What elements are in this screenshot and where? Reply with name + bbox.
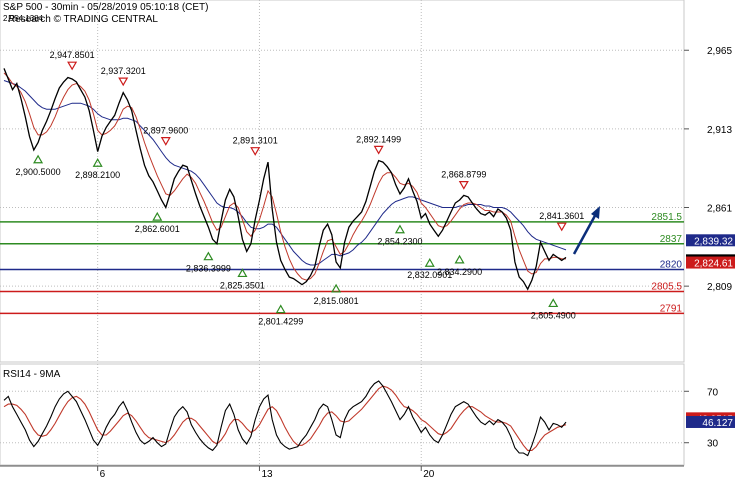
slow-ma-line bbox=[3, 80, 567, 266]
rsi-value-tag bbox=[686, 415, 735, 428]
x-tick-label: 6 bbox=[100, 469, 106, 480]
research-label: Research © TRADING CENTRAL bbox=[8, 14, 158, 25]
x-axis: 6 13 20 bbox=[0, 465, 684, 480]
prev-value-label: 2,954.1384 bbox=[3, 14, 44, 23]
price-panel bbox=[0, 0, 685, 363]
rsi-line bbox=[3, 380, 567, 457]
trend-arrow bbox=[572, 211, 599, 255]
low-annotation: 2,862.6001 bbox=[135, 224, 180, 234]
x-tick-label: 20 bbox=[423, 469, 435, 480]
low-marker-icon bbox=[331, 283, 342, 293]
low-annotation: 2,900.5000 bbox=[16, 167, 61, 177]
low-marker-icon bbox=[92, 158, 103, 167]
x-tick-label: 13 bbox=[261, 469, 273, 480]
level-label: 2805.5 bbox=[651, 281, 682, 292]
current-value-label: 2,824.61 bbox=[694, 259, 733, 270]
price-tick-label: 2,809 bbox=[707, 282, 732, 293]
low-annotation: 2,832.0901 bbox=[407, 270, 452, 280]
level-label: 2791 bbox=[660, 303, 683, 314]
level-label: 2837 bbox=[660, 234, 683, 245]
rsi-ma-line bbox=[3, 385, 567, 451]
rsi-panel bbox=[0, 363, 685, 466]
current-value-tag bbox=[686, 234, 735, 247]
low-annotation: 2,834.2900 bbox=[437, 267, 482, 277]
low-marker-icon bbox=[203, 251, 214, 261]
low-annotation: 2,805.4900 bbox=[531, 310, 576, 320]
chart-title: S&P 500 - 30min - 05/28/2019 05:10:18 (C… bbox=[3, 2, 209, 13]
price-series bbox=[3, 68, 567, 291]
high-annotation: 2,892.1499 bbox=[356, 134, 401, 144]
rsi-axis: 70 30 bbox=[684, 387, 719, 450]
price-annotations: 2,947.8501 2,937.3201 2,900.5000 2,898.2100… bbox=[16, 50, 585, 326]
low-annotation: 2,825.3501 bbox=[220, 280, 265, 290]
low-marker-icon bbox=[548, 298, 559, 308]
level-label: 2851.5 bbox=[651, 212, 682, 223]
rsi-value-label: 46.127 bbox=[702, 418, 733, 429]
rsi-title: RSI14 - 9MA bbox=[3, 369, 61, 380]
low-marker-icon bbox=[424, 258, 435, 267]
high-annotation: 2,937.3201 bbox=[101, 66, 146, 76]
low-annotation: 2,854.2300 bbox=[377, 237, 422, 247]
current-value-tag bbox=[686, 256, 735, 269]
high-annotation: 2,868.8799 bbox=[441, 170, 486, 180]
low-marker-icon bbox=[152, 211, 163, 221]
price-grid bbox=[0, 0, 684, 362]
rsi-tick-label: 70 bbox=[707, 387, 719, 398]
price-current-values: 2,839.322,826.062,824.61 bbox=[686, 234, 735, 270]
price-levels: 2851.5 2837 2820 2805.5 2791 bbox=[0, 212, 684, 314]
high-marker-icon bbox=[556, 222, 567, 232]
low-annotation: 2,836.3999 bbox=[186, 264, 231, 274]
high-marker-icon bbox=[67, 61, 78, 71]
low-marker-icon bbox=[237, 268, 248, 278]
rsi-series bbox=[3, 380, 567, 457]
price-tick-label: 2,965 bbox=[707, 46, 732, 57]
high-marker-icon bbox=[458, 180, 469, 190]
high-marker-icon bbox=[250, 147, 261, 156]
price-line bbox=[3, 68, 567, 291]
price-axis: 2,965 2,913 2,861 2,809 bbox=[684, 46, 732, 293]
rsi-grid bbox=[0, 364, 684, 465]
low-marker-icon bbox=[454, 254, 465, 264]
low-annotation: 2,815.0801 bbox=[314, 296, 359, 306]
high-annotation: 2,841.3601 bbox=[539, 211, 584, 221]
high-marker-icon bbox=[160, 137, 171, 146]
trend-arrow-head bbox=[591, 206, 600, 219]
low-annotation: 2,898.2100 bbox=[75, 170, 120, 180]
rsi-tick-label: 30 bbox=[707, 439, 719, 450]
high-marker-icon bbox=[118, 77, 129, 87]
price-tick-label: 2,861 bbox=[707, 204, 732, 215]
low-marker-icon bbox=[33, 154, 44, 164]
high-annotation: 2,947.8501 bbox=[50, 50, 95, 60]
high-annotation: 2,897.9600 bbox=[143, 126, 188, 136]
rsi-current-values: 48.951546.127 bbox=[686, 412, 735, 429]
price-tick-label: 2,913 bbox=[707, 125, 732, 136]
high-annotation: 2,891.3101 bbox=[233, 136, 278, 146]
high-marker-icon bbox=[373, 145, 384, 155]
level-label: 2820 bbox=[660, 260, 683, 271]
low-marker-icon bbox=[275, 304, 286, 314]
low-annotation: 2,801.4299 bbox=[258, 317, 303, 327]
low-marker-icon bbox=[394, 224, 405, 234]
current-value-label: 2,839.32 bbox=[694, 236, 733, 247]
